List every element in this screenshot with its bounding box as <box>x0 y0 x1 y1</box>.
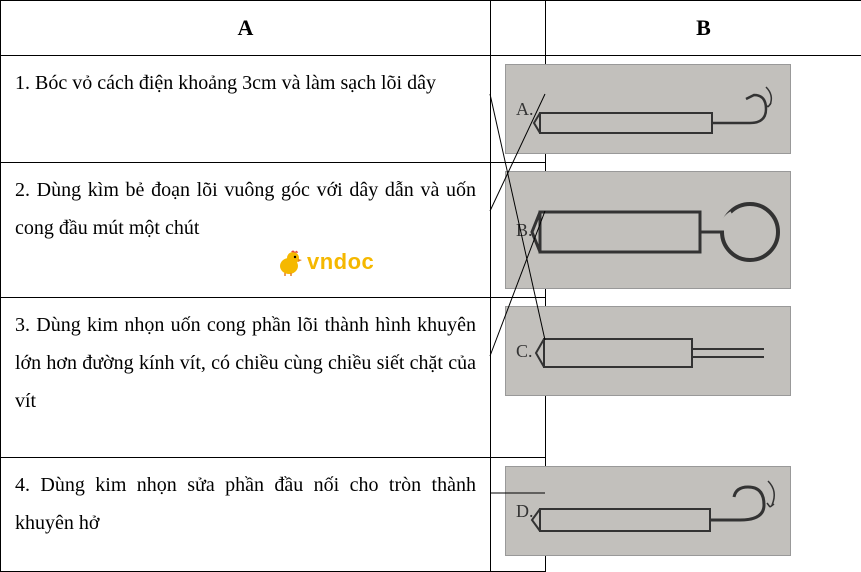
wire-ring-icon <box>506 172 792 290</box>
wire-open-hook-icon <box>506 467 792 557</box>
diagram-label-a: A. <box>516 92 534 126</box>
diagram-c: C. <box>505 306 791 396</box>
diagram-a: A. <box>505 64 791 154</box>
wire-straight-icon <box>506 307 792 397</box>
table-row: 4. Dùng kim nhọn sửa phần đầu nối cho tr… <box>1 457 861 571</box>
diagram-label-d: D. <box>516 494 534 528</box>
diagram-label-b: B. <box>516 213 533 247</box>
table-row: 2. Dùng kìm bẻ đoạn lõi vuông góc với dâ… <box>1 162 861 297</box>
connection-cell <box>491 1 546 56</box>
table-row: 3. Dùng kim nhọn uốn cong phần lõi thành… <box>1 297 861 457</box>
text-cell-2: 2. Dùng kìm bẻ đoạn lõi vuông góc với dâ… <box>1 162 491 297</box>
diagram-cell-b: B. <box>491 162 546 297</box>
header-a: A <box>1 1 491 56</box>
text-cell-3: 3. Dùng kim nhọn uốn cong phần lõi thành… <box>1 297 491 457</box>
header-b: B <box>546 1 861 56</box>
matching-table: A B 1. Bóc vỏ cách điện khoảng 3cm và là… <box>0 0 861 572</box>
diagram-cell-d: D. <box>491 457 546 571</box>
wire-hook-icon <box>506 65 792 155</box>
table-row: 1. Bóc vỏ cách điện khoảng 3cm và làm sạ… <box>1 55 861 162</box>
diagram-d: D. <box>505 466 791 556</box>
header-row: A B <box>1 1 861 56</box>
text-cell-4: 4. Dùng kim nhọn sửa phần đầu nối cho tr… <box>1 457 491 571</box>
diagram-cell-a: A. <box>491 55 546 162</box>
text-cell-1: 1. Bóc vỏ cách điện khoảng 3cm và làm sạ… <box>1 55 491 162</box>
diagram-label-c: C. <box>516 334 533 368</box>
diagram-b: B. <box>505 171 791 289</box>
diagram-cell-c: C. <box>491 297 546 457</box>
